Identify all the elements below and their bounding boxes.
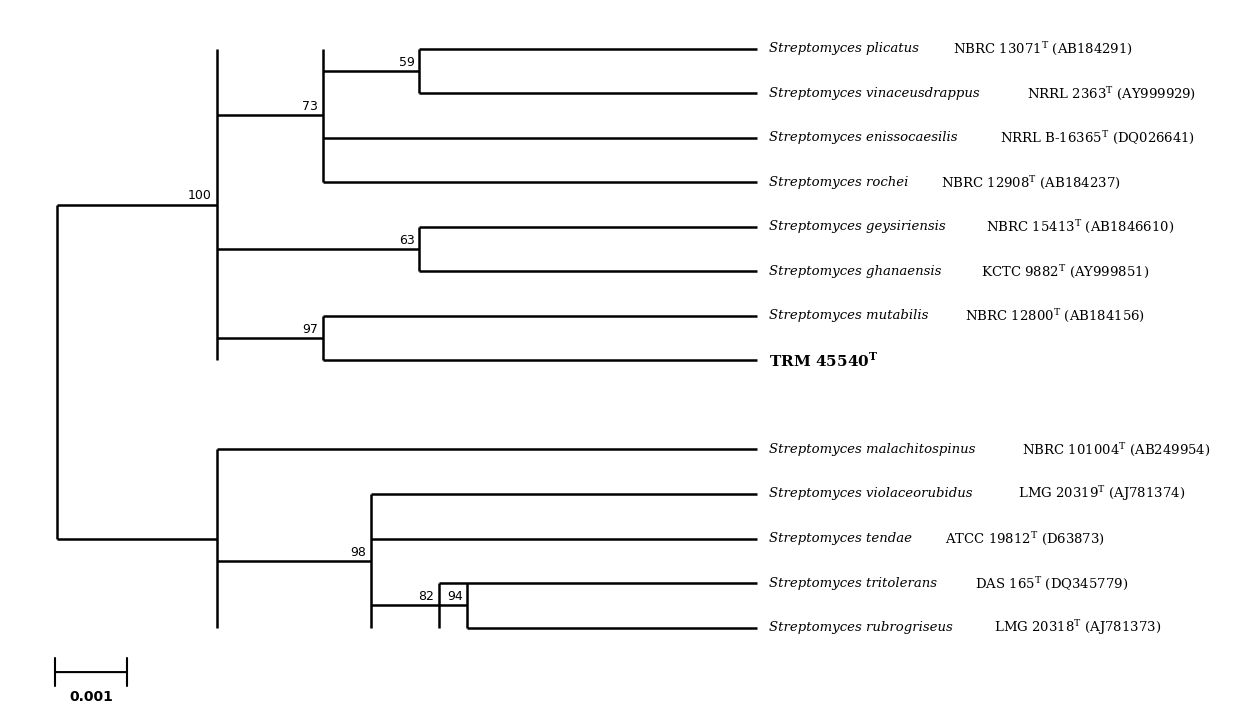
Text: Streptomyces plicatus: Streptomyces plicatus bbox=[768, 43, 918, 55]
Text: 82: 82 bbox=[418, 590, 434, 603]
Text: KCTC 9882$^\mathregular{T}$ (AY999851): KCTC 9882$^\mathregular{T}$ (AY999851) bbox=[976, 263, 1149, 280]
Text: 100: 100 bbox=[188, 189, 212, 202]
Text: NRRL B-16365$^\mathregular{T}$ (DQ026641): NRRL B-16365$^\mathregular{T}$ (DQ026641… bbox=[996, 129, 1196, 146]
Text: NBRC 15413$^\mathregular{T}$ (AB1846610): NBRC 15413$^\mathregular{T}$ (AB1846610) bbox=[981, 218, 1173, 235]
Text: Streptomyces enissocaesilis: Streptomyces enissocaesilis bbox=[768, 131, 957, 144]
Text: TRM 45540$^\mathregular{T}$: TRM 45540$^\mathregular{T}$ bbox=[768, 351, 878, 369]
Text: NBRC 12908$^\mathregular{T}$ (AB184237): NBRC 12908$^\mathregular{T}$ (AB184237) bbox=[937, 174, 1120, 191]
Text: 97: 97 bbox=[302, 323, 318, 336]
Text: Streptomyces violaceorubidus: Streptomyces violaceorubidus bbox=[768, 488, 973, 501]
Text: NBRC 12800$^\mathregular{T}$ (AB184156): NBRC 12800$^\mathregular{T}$ (AB184156) bbox=[961, 308, 1145, 324]
Text: 98: 98 bbox=[351, 545, 367, 559]
Text: Streptomyces geysiriensis: Streptomyces geysiriensis bbox=[768, 220, 945, 233]
Text: Streptomyces tendae: Streptomyces tendae bbox=[768, 532, 912, 545]
Text: NRRL 2363$^\mathregular{T}$ (AY999929): NRRL 2363$^\mathregular{T}$ (AY999929) bbox=[1022, 85, 1196, 101]
Text: 73: 73 bbox=[302, 100, 318, 113]
Text: ATCC 19812$^\mathregular{T}$ (D63873): ATCC 19812$^\mathregular{T}$ (D63873) bbox=[942, 530, 1105, 547]
Text: Streptomyces malachitospinus: Streptomyces malachitospinus bbox=[768, 443, 975, 456]
Text: NBRC 101004$^\mathregular{T}$ (AB249954): NBRC 101004$^\mathregular{T}$ (AB249954) bbox=[1017, 441, 1211, 458]
Text: 63: 63 bbox=[399, 234, 414, 247]
Text: Streptomyces mutabilis: Streptomyces mutabilis bbox=[768, 309, 928, 323]
Text: LMG 20318$^\mathregular{T}$ (AJ781373): LMG 20318$^\mathregular{T}$ (AJ781373) bbox=[990, 618, 1161, 637]
Text: NBRC 13071$^\mathregular{T}$ (AB184291): NBRC 13071$^\mathregular{T}$ (AB184291) bbox=[949, 40, 1134, 57]
Text: 0.001: 0.001 bbox=[69, 690, 113, 704]
Text: 59: 59 bbox=[399, 56, 414, 69]
Text: Streptomyces ghanaensis: Streptomyces ghanaensis bbox=[768, 265, 940, 278]
Text: Streptomyces rochei: Streptomyces rochei bbox=[768, 176, 908, 189]
Text: Streptomyces tritolerans: Streptomyces tritolerans bbox=[768, 576, 937, 590]
Text: Streptomyces rubrogriseus: Streptomyces rubrogriseus bbox=[768, 621, 953, 634]
Text: 94: 94 bbox=[447, 590, 462, 603]
Text: Streptomyces vinaceusdrappus: Streptomyces vinaceusdrappus bbox=[768, 86, 979, 100]
Text: LMG 20319$^\mathregular{T}$ (AJ781374): LMG 20319$^\mathregular{T}$ (AJ781374) bbox=[1014, 484, 1186, 503]
Text: DAS 165$^\mathregular{T}$ (DQ345779): DAS 165$^\mathregular{T}$ (DQ345779) bbox=[971, 574, 1129, 591]
